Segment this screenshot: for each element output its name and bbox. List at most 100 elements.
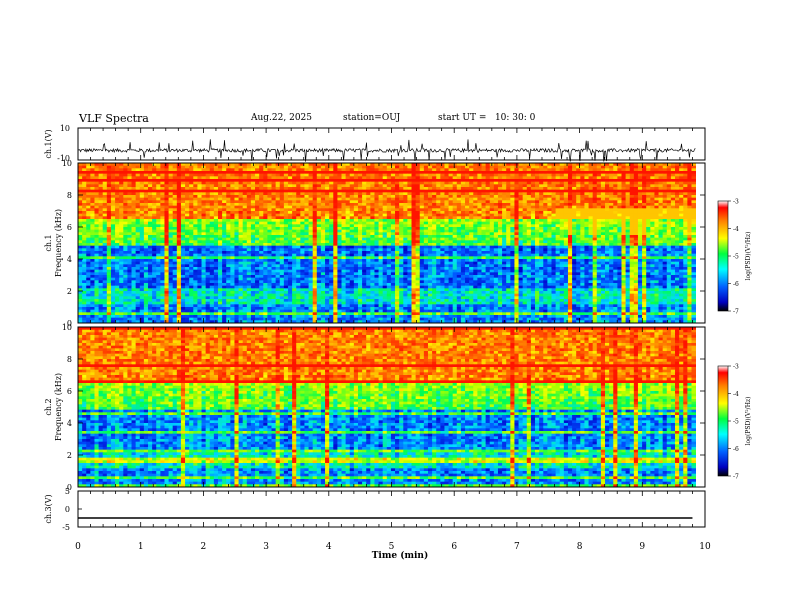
spectrogram-cell (440, 224, 445, 227)
spectrogram-cell (449, 248, 454, 251)
spectrogram-cell (243, 174, 248, 177)
spectrogram-cell (506, 187, 511, 190)
spectrogram-cell (304, 219, 309, 222)
spectrogram-cell (609, 211, 614, 214)
spectrogram-cell (663, 206, 668, 209)
spectrogram-cell (395, 182, 400, 185)
spectrogram-cell (687, 166, 692, 169)
spectrogram-cell (527, 216, 532, 219)
spectrogram-cell (304, 230, 309, 233)
spectrogram-cell (667, 246, 672, 249)
spectrogram-cell (642, 179, 647, 182)
spectrogram-cell (564, 222, 569, 225)
spectrogram-cell (395, 235, 400, 238)
spectrogram-cell (506, 195, 511, 198)
spectrogram-cell (119, 166, 124, 169)
spectrogram-cell (119, 216, 124, 219)
spectrogram-cell (465, 243, 470, 246)
spectrogram-cell (556, 240, 561, 243)
spectrogram-cell (354, 203, 359, 206)
spectrogram-cell (156, 184, 161, 187)
spectrogram-cell (502, 206, 507, 209)
spectrogram-cell (111, 248, 116, 251)
spectrogram-cell (173, 206, 178, 209)
spectrogram-cell (605, 243, 610, 246)
spectrogram-cell (687, 168, 692, 171)
spectrogram-cell (222, 176, 227, 179)
spectrogram-cell (626, 184, 631, 187)
spectrogram-cell (259, 214, 264, 217)
spectrogram-cell (399, 216, 404, 219)
spectrogram-cell (420, 216, 425, 219)
spectrogram-cell (90, 208, 95, 211)
spectrogram-cell (325, 214, 330, 217)
spectrogram-cell (284, 235, 289, 238)
spectrogram-cell (613, 224, 618, 227)
spectrogram-cell (107, 240, 112, 243)
spectrogram-cell (416, 243, 421, 246)
spectrogram-cell (78, 206, 83, 209)
spectrogram-cell (90, 214, 95, 217)
spectrogram-cell (346, 230, 351, 233)
spectrogram-cell (132, 235, 137, 238)
spectrogram-cell (247, 208, 252, 211)
spectrogram-cell (362, 192, 367, 195)
spectrogram-cell (136, 174, 141, 177)
spectrogram-cell (181, 179, 186, 182)
spectrogram-cell (370, 216, 375, 219)
spectrogram-cell (123, 232, 128, 235)
spectrogram-cell (453, 184, 458, 187)
spectrogram-cell (391, 208, 396, 211)
spectrogram-cell (514, 176, 519, 179)
ch1-waveform-panel: 10-10 (57, 124, 705, 163)
spectrogram-cell (243, 214, 248, 217)
spectrogram-cell (687, 238, 692, 241)
spectrogram-cell (638, 246, 643, 249)
spectrogram-cell (243, 235, 248, 238)
spectrogram-cell (440, 208, 445, 211)
spectrogram-cell (391, 187, 396, 190)
spectrogram-cell (247, 184, 252, 187)
spectrogram-cell (477, 192, 482, 195)
spectrogram-cell (263, 238, 268, 241)
spectrogram-cell (473, 187, 478, 190)
spectrogram-cell (691, 240, 696, 243)
spectrogram-cell (132, 187, 137, 190)
spectrogram-cell (94, 190, 99, 193)
spectrogram-cell (354, 187, 359, 190)
spectrogram-cell (663, 214, 668, 217)
spectrogram-cell (502, 235, 507, 238)
spectrogram-cell (449, 232, 454, 235)
spectrogram-cell (420, 176, 425, 179)
spectrogram-cell (144, 246, 149, 249)
spectrogram-cell (683, 211, 688, 214)
spectrogram-cell (251, 203, 256, 206)
spectrogram-cell (403, 203, 408, 206)
spectrogram-cell (354, 168, 359, 171)
spectrogram-cell (292, 238, 297, 241)
spectrogram-cell (127, 200, 132, 203)
spectrogram-cell (370, 240, 375, 243)
spectrogram-cell (482, 238, 487, 241)
spectrogram-cell (617, 243, 622, 246)
spectrogram-cell (436, 240, 441, 243)
spectrogram-cell (82, 235, 87, 238)
spectrogram-cell (679, 230, 684, 233)
spectrogram-cell (457, 171, 462, 174)
spectrogram-cell (218, 166, 223, 169)
spectrogram-cell (313, 232, 318, 235)
spectrogram-cell (243, 211, 248, 214)
spectrogram-cell (572, 230, 577, 233)
spectrogram-cell (477, 171, 482, 174)
spectrogram-cell (519, 174, 524, 177)
spectrogram-cell (127, 243, 132, 246)
spectrogram-cell (288, 195, 293, 198)
spectrogram-cell (164, 203, 169, 206)
spectrogram-cell (399, 171, 404, 174)
spectrogram-cell (490, 248, 495, 251)
spectrogram-cell (329, 224, 334, 227)
spectrogram-cell (300, 166, 305, 169)
spectrogram-cell (255, 168, 260, 171)
spectrogram-cell (564, 179, 569, 182)
spectrogram-cell (490, 230, 495, 233)
